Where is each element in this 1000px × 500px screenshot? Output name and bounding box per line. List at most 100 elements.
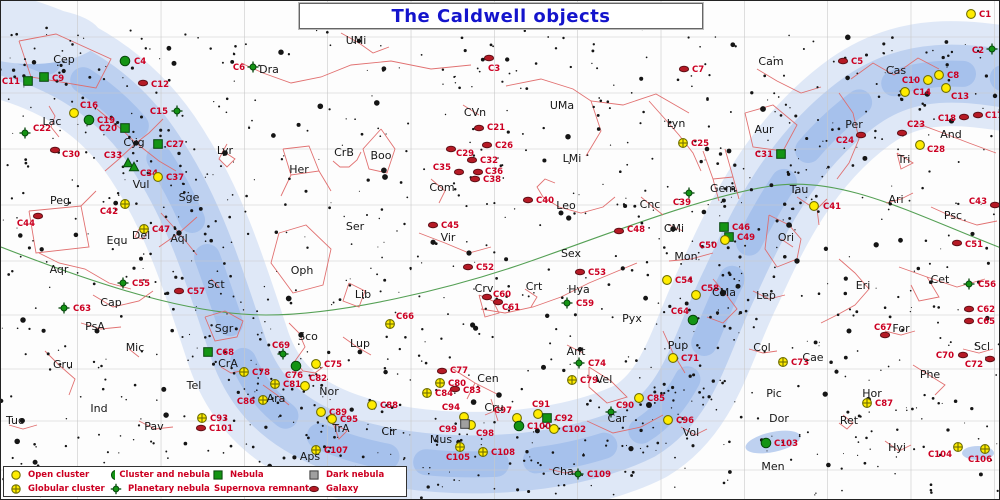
object-C77[interactable]: C77 bbox=[436, 366, 468, 376]
object-C63[interactable]: C63 bbox=[58, 302, 92, 315]
object-C1[interactable]: C1 bbox=[966, 9, 992, 20]
object-C104[interactable]: C104 bbox=[928, 442, 963, 460]
object-C84[interactable]: C84 bbox=[422, 388, 454, 399]
object-C35[interactable]: C35 bbox=[433, 163, 465, 176]
object-C36[interactable]: C36 bbox=[472, 167, 503, 177]
object-C65[interactable]: C65 bbox=[963, 317, 995, 327]
object-C83[interactable]: C83 bbox=[449, 385, 481, 396]
object-C92[interactable]: C92 bbox=[542, 413, 573, 424]
object-C47[interactable]: C47 bbox=[139, 224, 171, 235]
object-C66[interactable]: C66 bbox=[385, 312, 415, 329]
object-C2[interactable]: C2 bbox=[972, 43, 998, 57]
object-C71[interactable]: C71 bbox=[668, 353, 700, 364]
object-C30[interactable]: C30 bbox=[49, 146, 80, 160]
object-C72[interactable]: C72 bbox=[965, 355, 996, 370]
object-C74[interactable]: C74 bbox=[573, 357, 607, 370]
object-C31[interactable]: C31 bbox=[755, 149, 786, 160]
object-C85[interactable]: C85 bbox=[634, 393, 666, 404]
object-C70[interactable]: C70 bbox=[936, 351, 969, 361]
object-C103[interactable]: C103 bbox=[760, 437, 798, 449]
object-C88[interactable]: C88 bbox=[367, 400, 399, 411]
object-C106[interactable]: C106 bbox=[968, 444, 992, 465]
object-C79[interactable]: C79 bbox=[567, 375, 599, 386]
object-C109[interactable]: C109 bbox=[572, 468, 612, 481]
object-C78[interactable]: C78 bbox=[239, 367, 271, 378]
object-C57[interactable]: C57 bbox=[173, 287, 205, 297]
object-C48[interactable]: C48 bbox=[613, 225, 645, 235]
object-C7[interactable]: C7 bbox=[678, 65, 704, 75]
object-C34[interactable]: C34 bbox=[128, 161, 158, 179]
object-C27[interactable]: C27 bbox=[153, 139, 184, 150]
object-C32[interactable]: C32 bbox=[466, 156, 498, 166]
object-C87[interactable]: C87 bbox=[862, 398, 894, 409]
object-C12[interactable]: C12 bbox=[137, 79, 169, 90]
object-C43[interactable]: C43 bbox=[969, 197, 1000, 209]
object-C59[interactable]: C59 bbox=[561, 297, 595, 310]
object-C45[interactable]: C45 bbox=[427, 221, 459, 231]
object-C105[interactable]: C105 bbox=[446, 442, 470, 463]
object-C41[interactable]: C41 bbox=[809, 201, 842, 212]
object-C53[interactable]: C53 bbox=[574, 268, 606, 278]
object-C3[interactable]: C3 bbox=[483, 54, 500, 74]
object-C99[interactable]: C99 bbox=[439, 419, 470, 435]
object-C90[interactable]: C90 bbox=[605, 401, 635, 418]
object-C44[interactable]: C44 bbox=[17, 212, 44, 229]
object-C64[interactable]: C64 bbox=[671, 307, 699, 326]
object-C51[interactable]: C51 bbox=[951, 239, 983, 250]
object-C107[interactable]: C107 bbox=[311, 445, 348, 456]
object-C4[interactable]: C4 bbox=[119, 55, 146, 67]
object-C52[interactable]: C52 bbox=[462, 263, 494, 273]
object-C13[interactable]: C13 bbox=[941, 83, 970, 102]
object-C10[interactable]: C10 bbox=[902, 75, 933, 86]
object-C20[interactable]: C20 bbox=[99, 123, 130, 134]
object-C58[interactable]: C58 bbox=[691, 284, 720, 300]
object-C101[interactable]: C101 bbox=[195, 424, 233, 434]
object-C5[interactable]: C5 bbox=[837, 57, 863, 67]
object-C14[interactable]: C14 bbox=[900, 87, 932, 98]
object-C50[interactable]: C50 bbox=[699, 235, 730, 251]
object-C76[interactable]: C76 bbox=[285, 360, 303, 381]
object-C108[interactable]: C108 bbox=[478, 447, 515, 458]
object-C55[interactable]: C55 bbox=[117, 277, 151, 290]
object-C29[interactable]: C29 bbox=[445, 145, 474, 159]
object-C68[interactable]: C68 bbox=[203, 347, 234, 358]
object-C6[interactable]: C6 bbox=[233, 61, 259, 74]
object-C19[interactable]: C19 bbox=[83, 114, 115, 126]
object-C60[interactable]: C60 bbox=[481, 290, 511, 301]
object-C8[interactable]: C8 bbox=[934, 70, 960, 81]
object-C15[interactable]: C15 bbox=[150, 105, 183, 118]
object-C39[interactable]: C39 bbox=[673, 187, 695, 209]
object-C46[interactable]: C46 bbox=[719, 222, 750, 233]
object-C96[interactable]: C96 bbox=[663, 415, 695, 426]
object-C93[interactable]: C93 bbox=[197, 413, 229, 424]
object-C61[interactable]: C61 bbox=[492, 298, 520, 313]
object-C62[interactable]: C62 bbox=[963, 305, 995, 315]
object-C37[interactable]: C37 bbox=[153, 172, 185, 183]
object-C67[interactable]: C67 bbox=[874, 323, 892, 339]
object-C26[interactable]: C26 bbox=[481, 141, 513, 151]
object-C11[interactable]: C11 bbox=[2, 76, 33, 87]
object-C81[interactable]: C81 bbox=[270, 379, 302, 390]
object-C95[interactable]: C95 bbox=[327, 414, 359, 425]
object-C86[interactable]: C86 bbox=[237, 395, 268, 407]
object-C69[interactable]: C69 bbox=[272, 341, 290, 360]
object-C40[interactable]: C40 bbox=[522, 196, 554, 206]
object-C21[interactable]: C21 bbox=[473, 123, 505, 133]
object-C89[interactable]: C89 bbox=[316, 407, 348, 418]
object-C102[interactable]: C102 bbox=[549, 424, 586, 435]
object-C17[interactable]: C17 bbox=[972, 111, 1000, 121]
object-C24[interactable]: C24 bbox=[836, 131, 867, 146]
object-C23[interactable]: C23 bbox=[896, 120, 925, 137]
object-C16[interactable]: C16 bbox=[69, 101, 99, 118]
object-C82[interactable]: C82 bbox=[300, 374, 328, 391]
object-C28[interactable]: C28 bbox=[915, 140, 946, 155]
object-C25[interactable]: C25 bbox=[678, 138, 710, 149]
object-C18[interactable]: C18 bbox=[938, 113, 970, 124]
object-C100[interactable]: C100 bbox=[513, 420, 551, 432]
object-C9[interactable]: C9 bbox=[39, 72, 65, 84]
object-C42[interactable]: C42 bbox=[100, 199, 130, 217]
object-C22[interactable]: C22 bbox=[19, 124, 52, 139]
object-C80[interactable]: C80 bbox=[435, 378, 467, 389]
object-C54[interactable]: C54 bbox=[662, 275, 694, 286]
object-C73[interactable]: C73 bbox=[778, 357, 810, 368]
